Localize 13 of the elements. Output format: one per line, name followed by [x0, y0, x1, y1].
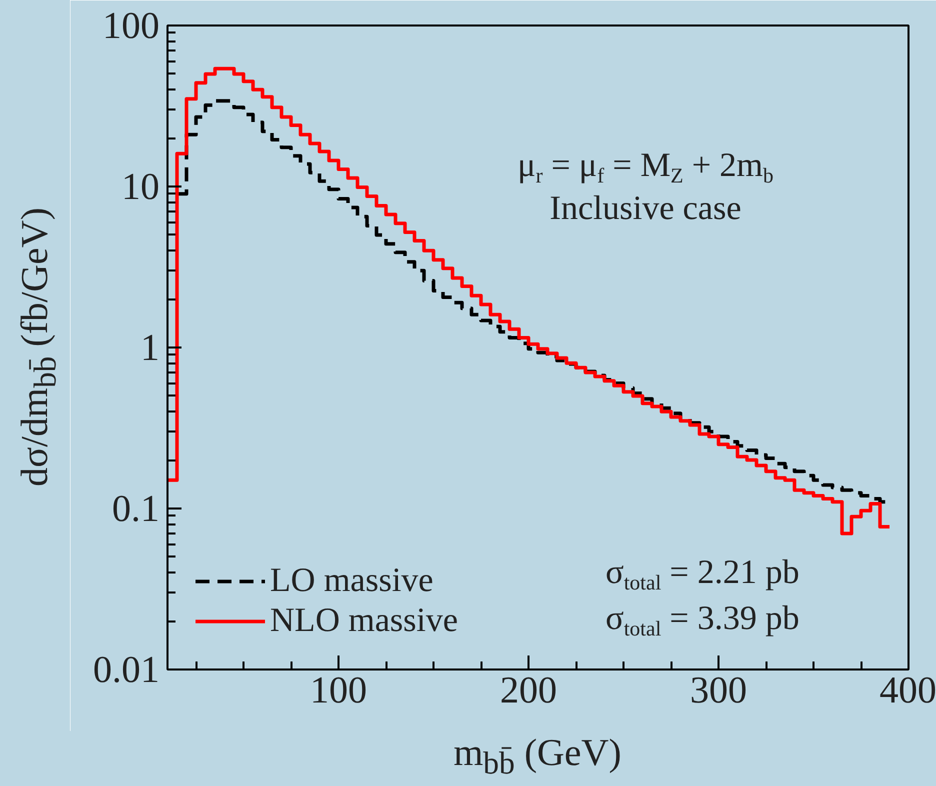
x-tick-label: 100: [310, 670, 367, 712]
y-tick-label: 100: [102, 5, 160, 47]
y-tick-label: 1: [140, 327, 160, 369]
annotation: Inclusive case: [550, 190, 742, 227]
y-tick-label: 10: [122, 166, 160, 208]
x-tick-label: 400: [880, 670, 936, 712]
x-tick-label: 300: [690, 670, 747, 712]
legend-label: LO massive: [270, 561, 434, 601]
y-tick-label: 0.01: [93, 649, 160, 691]
y-tick-label: 0.1: [112, 488, 160, 530]
x-tick-label: 200: [500, 670, 557, 712]
legend-label: NLO massive: [270, 601, 458, 641]
x-axis-title: m$_{bb̄}$ (GeV): [452, 731, 622, 783]
